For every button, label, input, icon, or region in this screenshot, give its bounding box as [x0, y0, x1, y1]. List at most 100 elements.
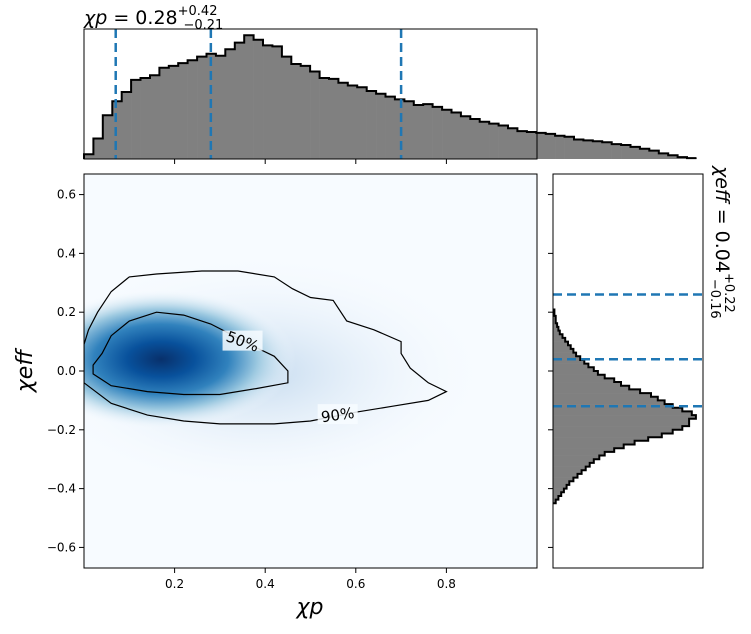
top-hist-bar [319, 78, 330, 159]
right-hist-bar [553, 433, 662, 438]
right-hist-bar [553, 393, 651, 398]
y-tick-label: 0.2 [57, 305, 76, 319]
title-sub: −0.21 [183, 18, 223, 33]
right-histogram-bars [553, 308, 696, 504]
contour-line [84, 270, 448, 425]
y-tick-label: −0.4 [47, 482, 76, 496]
right-hist-bar [553, 389, 641, 394]
y-tick-label: 0.6 [57, 188, 76, 202]
right-hist-bar [553, 374, 605, 379]
right-hist-bar [553, 334, 563, 339]
top-hist-bar [460, 116, 471, 159]
top-hist-bar [253, 39, 264, 159]
top-hist-bar [517, 131, 528, 159]
top-hist-bar [140, 78, 151, 159]
top-hist-bar [404, 101, 415, 159]
right-hist-bar [553, 455, 600, 460]
top-hist-bar [121, 91, 132, 159]
right-histogram-title: χeff = 0.04+0.22−0.16 [707, 165, 736, 319]
right-hist-bar [553, 371, 598, 375]
contour-label: 90% [320, 404, 356, 426]
right-hist-bar [553, 385, 630, 390]
right-hist-bar [553, 356, 581, 361]
right-hist-bar [553, 459, 594, 464]
top-hist-bar [347, 85, 358, 159]
right-hist-bar [553, 422, 690, 427]
top-hist-bar [630, 146, 641, 159]
right-hist-bar [553, 407, 683, 412]
right-hist-bar [553, 462, 590, 467]
top-hist-bar [281, 56, 292, 159]
right-hist-bar [553, 367, 594, 372]
top-hist-bar [168, 65, 179, 159]
top-hist-bar [573, 139, 584, 159]
y-tick-label: −0.2 [47, 423, 76, 437]
right-hist-bar [553, 473, 578, 478]
top-hist-bar [394, 99, 405, 159]
right-hist-bar [553, 484, 567, 489]
top-hist-bar [366, 91, 377, 159]
x-tick-label: 0.2 [165, 577, 184, 591]
y-tick-label: 0.4 [57, 246, 76, 260]
top-hist-bar [479, 121, 490, 159]
top-hist-bar [602, 142, 612, 159]
top-hist-bar [432, 106, 443, 159]
top-hist-bar [234, 42, 245, 159]
right-hist-bar [553, 448, 615, 453]
right-hist-bar [553, 477, 574, 482]
top-hist-bar [84, 154, 94, 159]
top-hist-bar [668, 155, 678, 159]
right-hist-bar [553, 415, 696, 420]
top-hist-bar [385, 96, 396, 159]
top-hist-bar [291, 64, 302, 159]
top-hist-bar [413, 105, 424, 159]
contours: 50%90% [84, 270, 448, 426]
top-hist-bar [451, 112, 462, 159]
top-hist-bar [102, 115, 113, 159]
top-hist-bar [489, 123, 499, 159]
right-hist-bar [553, 499, 556, 504]
right-hist-bar [553, 488, 564, 493]
x-tick-label: 0.6 [346, 577, 365, 591]
top-hist-bar [470, 118, 481, 159]
top-hist-bar [545, 133, 556, 159]
right-hist-bar [553, 495, 559, 500]
right-hist-bar [553, 345, 571, 350]
right-hist-bar [553, 352, 577, 357]
contour-label-bg [222, 330, 263, 351]
right-hist-bar [553, 411, 692, 416]
top-hist-bar [310, 71, 320, 159]
top-hist-bar [187, 60, 198, 160]
top-hist-bar [357, 87, 367, 159]
right-hist-bar [553, 444, 624, 449]
top-hist-bar [338, 82, 349, 159]
y-tick-label: −0.6 [47, 540, 76, 554]
top-hist-bar [215, 55, 226, 160]
right-hist-bar [553, 451, 605, 456]
top-hist-bar [498, 125, 509, 159]
title-eq: = 0.28 [107, 7, 177, 29]
top-hist-bar [592, 141, 603, 159]
top-hist-bar [272, 46, 283, 159]
top-hist-bar [149, 75, 160, 159]
title-sup: +0.42 [178, 4, 218, 19]
title-sub: −0.16 [707, 279, 722, 319]
right-hist-bar [553, 481, 570, 486]
top-hist-bar [621, 145, 631, 159]
top-histogram-title: χp = 0.28+0.42 −0.21 [83, 4, 223, 33]
right-hist-bar [553, 359, 585, 364]
top-hist-bar [658, 153, 669, 159]
top-hist-bar [328, 78, 339, 159]
top-hist-bar [508, 128, 518, 159]
right-hist-bar [553, 315, 556, 320]
right-hist-bar [553, 319, 556, 324]
density-core [84, 289, 296, 430]
right-hist-bar [553, 363, 589, 368]
top-hist-bar [564, 136, 575, 159]
right-hist-bar [553, 348, 574, 353]
right-hist-bar [553, 378, 615, 383]
x-tick-label: 0.8 [437, 577, 456, 591]
top-histogram-quantiles [114, 29, 403, 159]
y-axis-label: χeff [13, 348, 38, 394]
